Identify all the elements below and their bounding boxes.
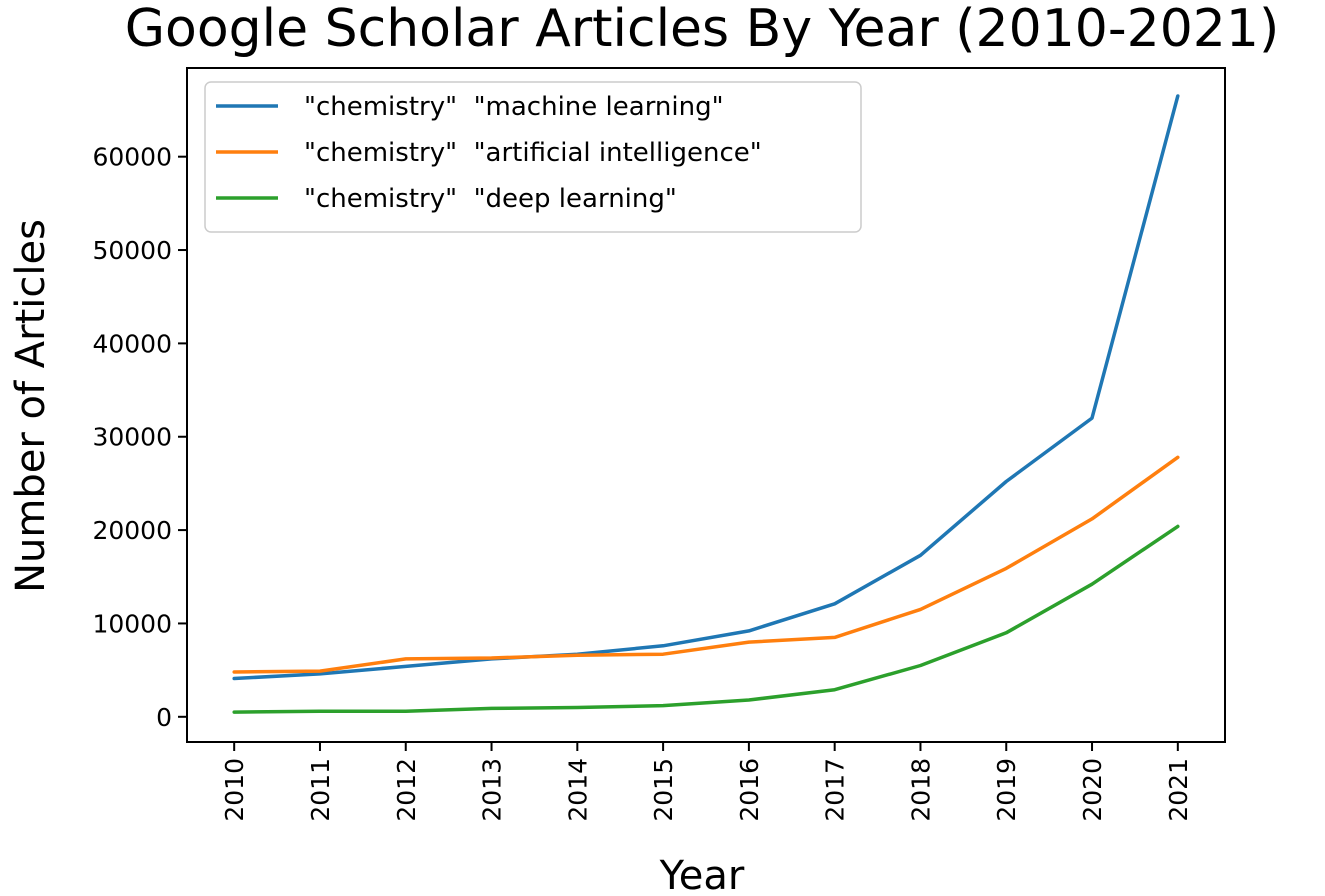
x-axis-ticks: 2010 2011 2012 2013 2014 2015 2016 2017 2018 2019… bbox=[220, 742, 1193, 822]
y-tick-label: 60000 bbox=[92, 143, 172, 172]
x-axis-label: Year bbox=[659, 853, 745, 896]
x-tick-label: 2014 bbox=[563, 758, 592, 822]
series-line-3 bbox=[232, 524, 1180, 714]
x-tick-label: 2015 bbox=[649, 758, 678, 822]
x-tick-label: 2012 bbox=[392, 758, 421, 822]
series-line-1 bbox=[232, 94, 1180, 681]
y-axis-label: Number of Articles bbox=[8, 219, 54, 593]
series-layer bbox=[232, 94, 1180, 714]
y-tick-label: 50000 bbox=[92, 236, 172, 265]
plot-frame bbox=[186, 67, 1226, 743]
y-tick-label: 10000 bbox=[92, 609, 172, 638]
x-tick-label: 2010 bbox=[220, 758, 249, 822]
legend: "chemistry" "machine learning" "chemistry… bbox=[204, 81, 862, 233]
y-axis-ticks: 0 10000 20000 30000 40000 50000 60000 bbox=[92, 143, 187, 732]
x-tick-label: 2019 bbox=[992, 758, 1021, 822]
legend-label-1: "chemistry" "machine learning" bbox=[304, 92, 724, 122]
y-tick-label: 40000 bbox=[92, 329, 172, 358]
x-tick-label: 2021 bbox=[1164, 758, 1193, 822]
x-tick-label: 2011 bbox=[306, 758, 335, 822]
legend-box bbox=[204, 81, 862, 233]
series-line-2 bbox=[232, 455, 1180, 674]
y-tick-label: 30000 bbox=[92, 423, 172, 452]
y-tick-label: 20000 bbox=[92, 516, 172, 545]
x-tick-label: 2013 bbox=[478, 758, 507, 822]
x-tick-label: 2016 bbox=[735, 758, 764, 822]
y-tick-label: 0 bbox=[156, 703, 172, 732]
legend-label-3: "chemistry" "deep learning" bbox=[304, 184, 677, 214]
x-tick-label: 2018 bbox=[906, 758, 935, 822]
legend-label-2: "chemistry" "artificial intelligence" bbox=[304, 138, 762, 168]
chart-title: Google Scholar Articles By Year (2010-20… bbox=[125, 0, 1280, 59]
x-tick-label: 2020 bbox=[1078, 758, 1107, 822]
x-tick-label: 2017 bbox=[821, 758, 850, 822]
